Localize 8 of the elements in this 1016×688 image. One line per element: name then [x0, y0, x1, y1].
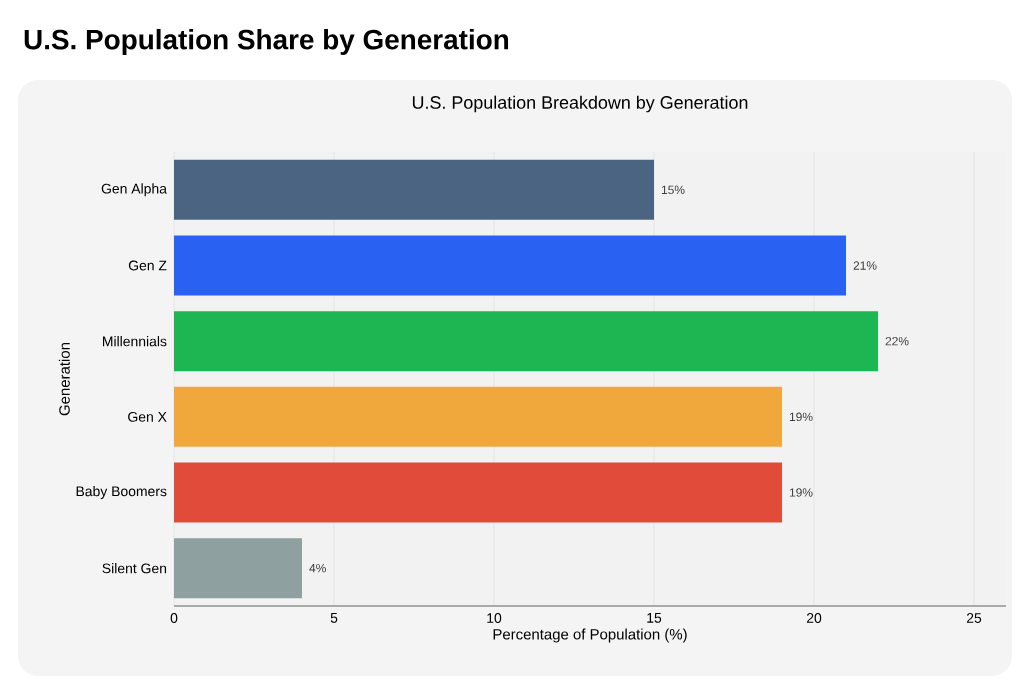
bar	[174, 538, 303, 599]
bar	[174, 462, 783, 523]
bar	[174, 235, 847, 296]
bar	[174, 159, 655, 220]
chart-subtitle: U.S. Population Breakdown by Generation	[412, 95, 748, 113]
bar	[174, 311, 879, 372]
bar	[174, 386, 783, 447]
chart-title: U.S. Population Share by Generation	[24, 28, 509, 55]
